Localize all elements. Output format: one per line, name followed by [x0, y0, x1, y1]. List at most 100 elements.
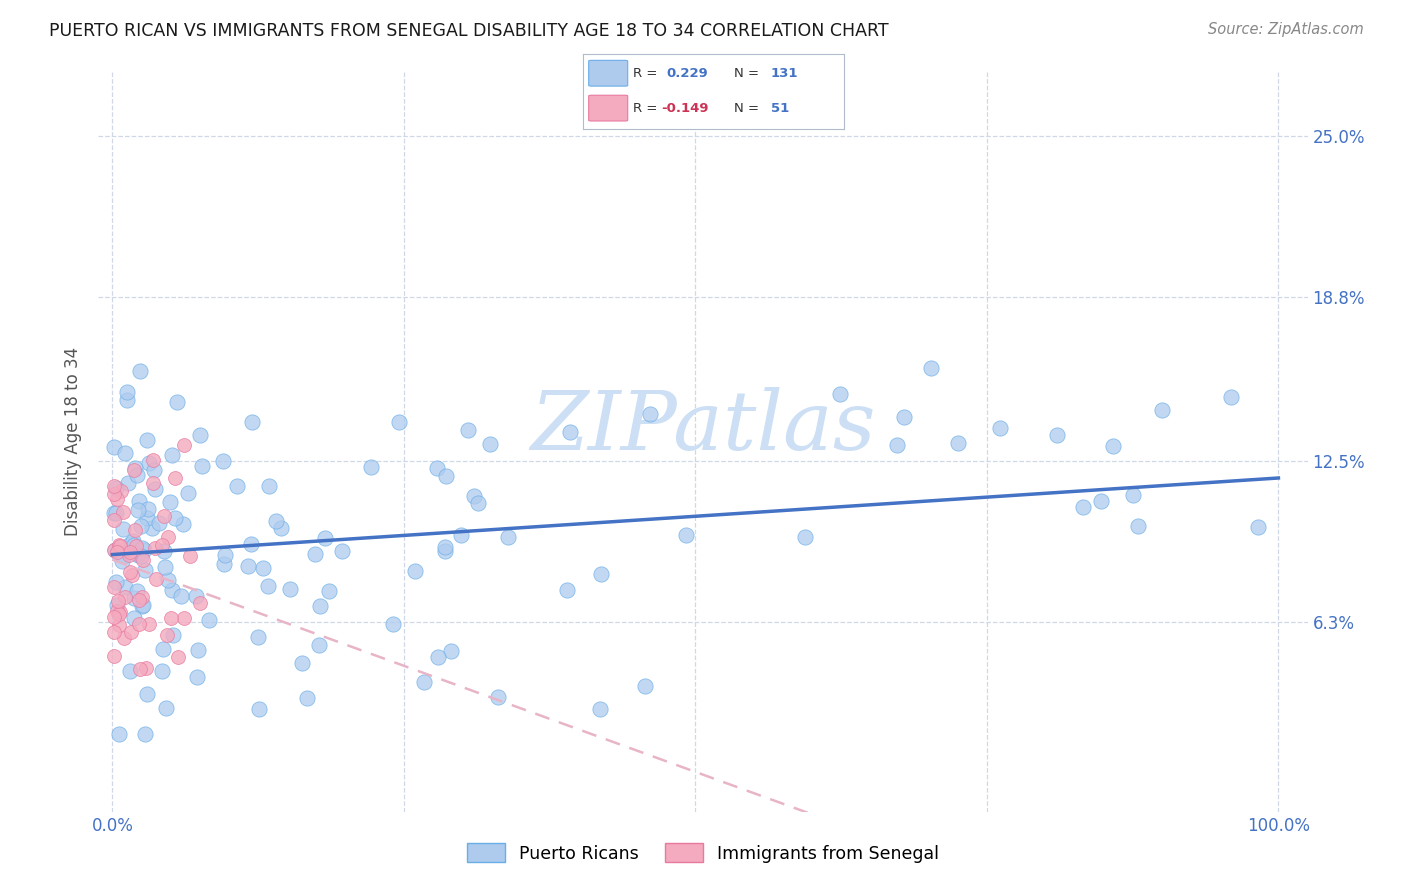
Point: [270, 521, 292, 535]
Point: [1071, 500, 1094, 515]
Point: [122, 591, 145, 606]
Point: [125, 539, 148, 553]
Point: [143, 482, 166, 496]
Point: [153, 508, 176, 523]
Point: [589, 567, 612, 582]
Point: [675, 527, 697, 541]
Point: [148, 516, 170, 530]
Point: [450, 528, 472, 542]
Point: [948, 436, 970, 450]
Point: [103, 648, 125, 663]
Point: [128, 593, 150, 607]
Point: [122, 463, 145, 477]
Point: [127, 549, 149, 563]
Text: 0.229: 0.229: [666, 67, 709, 79]
Point: [589, 702, 612, 716]
Point: [177, 486, 200, 500]
Point: [1121, 488, 1143, 502]
Point: [172, 516, 194, 531]
Point: [440, 643, 463, 657]
Point: [122, 538, 145, 552]
Text: N =: N =: [734, 67, 759, 79]
Text: 131: 131: [770, 67, 799, 79]
Text: 51: 51: [770, 102, 789, 114]
Point: [114, 446, 136, 460]
Point: [1128, 518, 1150, 533]
Point: [280, 582, 302, 596]
Point: [136, 433, 159, 447]
Point: [155, 701, 177, 715]
Point: [108, 539, 131, 553]
Point: [160, 611, 183, 625]
Point: [634, 679, 657, 693]
Point: [121, 568, 143, 582]
Point: [121, 533, 143, 548]
Point: [141, 521, 163, 535]
Point: [131, 599, 153, 613]
Point: [212, 454, 235, 468]
Point: [560, 425, 582, 440]
Point: [105, 599, 128, 613]
Point: [138, 501, 160, 516]
Point: [105, 604, 128, 618]
Point: [264, 514, 287, 528]
Point: [1219, 390, 1241, 404]
Point: [246, 630, 269, 644]
Point: [143, 463, 166, 477]
Point: [104, 574, 127, 589]
Point: [138, 456, 160, 470]
Point: [131, 590, 153, 604]
Point: [257, 579, 280, 593]
Point: [252, 560, 274, 574]
Point: [104, 507, 127, 521]
Point: [135, 661, 157, 675]
Point: [103, 580, 125, 594]
Point: [173, 437, 195, 451]
Point: [132, 542, 155, 557]
Point: [114, 580, 136, 594]
Point: [105, 491, 128, 506]
Point: [830, 387, 852, 401]
Point: [160, 583, 183, 598]
Point: [1247, 520, 1270, 534]
Point: [156, 628, 179, 642]
Point: [413, 675, 436, 690]
Point: [108, 538, 131, 552]
Point: [186, 589, 208, 603]
Point: [118, 665, 141, 679]
Point: [138, 616, 160, 631]
Point: [129, 661, 152, 675]
Point: [166, 395, 188, 409]
Point: [433, 540, 456, 554]
Point: [186, 670, 208, 684]
Point: [191, 459, 214, 474]
Point: [457, 423, 479, 437]
Text: -0.149: -0.149: [662, 102, 709, 114]
Point: [105, 545, 128, 559]
Point: [129, 549, 152, 563]
Point: [132, 553, 155, 567]
Point: [640, 407, 662, 421]
Point: [162, 449, 184, 463]
Point: [434, 468, 457, 483]
Point: [226, 479, 249, 493]
Point: [291, 657, 314, 671]
Point: [103, 479, 125, 493]
Point: [330, 544, 353, 558]
Point: [136, 686, 159, 700]
Point: [165, 510, 187, 524]
Point: [107, 617, 129, 632]
Point: [114, 590, 136, 604]
Point: [314, 532, 336, 546]
Point: [159, 494, 181, 508]
Point: [304, 547, 326, 561]
Point: [128, 494, 150, 508]
Point: [129, 364, 152, 378]
Text: R =: R =: [633, 102, 657, 114]
Point: [108, 727, 131, 741]
Legend: Puerto Ricans, Immigrants from Senegal: Puerto Ricans, Immigrants from Senegal: [460, 837, 946, 870]
Point: [120, 565, 142, 579]
Point: [179, 549, 201, 563]
Point: [214, 549, 236, 563]
Point: [295, 691, 318, 706]
